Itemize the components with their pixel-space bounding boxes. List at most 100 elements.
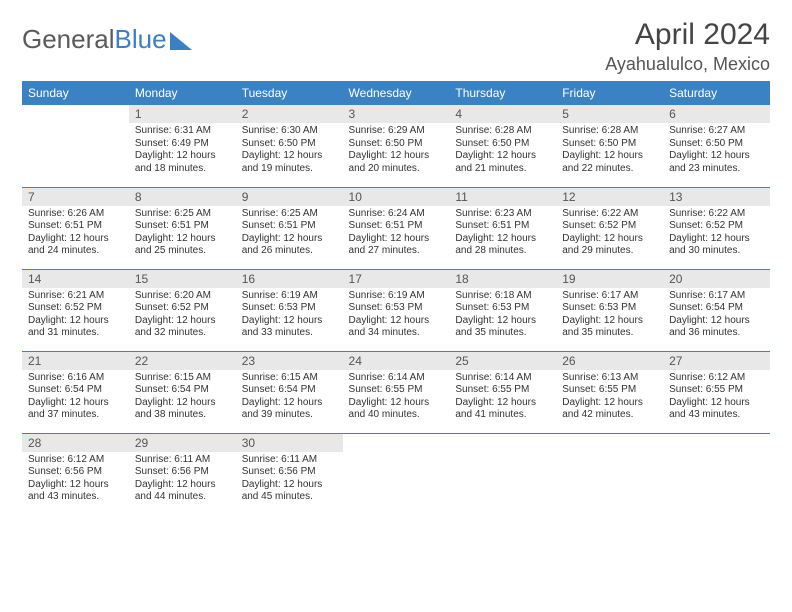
daylight-text: Daylight: 12 hours and 22 minutes. [562, 150, 657, 175]
sunrise-text: Sunrise: 6:29 AM [349, 125, 444, 138]
sunset-text: Sunset: 6:51 PM [135, 220, 230, 233]
calendar-cell: 4Sunrise: 6:28 AMSunset: 6:50 PMDaylight… [449, 105, 556, 187]
sunrise-text: Sunrise: 6:14 AM [349, 372, 444, 385]
day-details: Sunrise: 6:29 AMSunset: 6:50 PMDaylight:… [343, 123, 450, 179]
calendar-cell: 13Sunrise: 6:22 AMSunset: 6:52 PMDayligh… [663, 187, 770, 269]
sunset-text: Sunset: 6:53 PM [562, 302, 657, 315]
calendar-row: 7Sunrise: 6:26 AMSunset: 6:51 PMDaylight… [22, 187, 770, 269]
day-number: 20 [663, 270, 770, 288]
month-title: April 2024 [605, 18, 770, 52]
sunrise-text: Sunrise: 6:20 AM [135, 290, 230, 303]
daylight-text: Daylight: 12 hours and 43 minutes. [28, 479, 123, 504]
day-details: Sunrise: 6:15 AMSunset: 6:54 PMDaylight:… [129, 370, 236, 426]
day-number: 18 [449, 270, 556, 288]
sunrise-text: Sunrise: 6:12 AM [669, 372, 764, 385]
day-details: Sunrise: 6:13 AMSunset: 6:55 PMDaylight:… [556, 370, 663, 426]
sunrise-text: Sunrise: 6:27 AM [669, 125, 764, 138]
calendar-cell: 25Sunrise: 6:14 AMSunset: 6:55 PMDayligh… [449, 351, 556, 433]
day-number: 26 [556, 352, 663, 370]
day-details: Sunrise: 6:28 AMSunset: 6:50 PMDaylight:… [449, 123, 556, 179]
sunset-text: Sunset: 6:55 PM [349, 384, 444, 397]
sunrise-text: Sunrise: 6:28 AM [455, 125, 550, 138]
sunrise-text: Sunrise: 6:31 AM [135, 125, 230, 138]
daylight-text: Daylight: 12 hours and 21 minutes. [455, 150, 550, 175]
day-number: 6 [663, 105, 770, 123]
sunset-text: Sunset: 6:55 PM [455, 384, 550, 397]
sunrise-text: Sunrise: 6:16 AM [28, 372, 123, 385]
calendar-cell: 6Sunrise: 6:27 AMSunset: 6:50 PMDaylight… [663, 105, 770, 187]
calendar-cell: 7Sunrise: 6:26 AMSunset: 6:51 PMDaylight… [22, 187, 129, 269]
sunset-text: Sunset: 6:52 PM [135, 302, 230, 315]
day-details: Sunrise: 6:24 AMSunset: 6:51 PMDaylight:… [343, 206, 450, 262]
daylight-text: Daylight: 12 hours and 32 minutes. [135, 315, 230, 340]
sunrise-text: Sunrise: 6:22 AM [562, 208, 657, 221]
sunset-text: Sunset: 6:51 PM [455, 220, 550, 233]
day-details: Sunrise: 6:30 AMSunset: 6:50 PMDaylight:… [236, 123, 343, 179]
calendar-cell [343, 433, 450, 515]
day-number: 2 [236, 105, 343, 123]
sunrise-text: Sunrise: 6:26 AM [28, 208, 123, 221]
weekday-mon: Monday [129, 81, 236, 105]
daylight-text: Daylight: 12 hours and 26 minutes. [242, 233, 337, 258]
day-details: Sunrise: 6:25 AMSunset: 6:51 PMDaylight:… [129, 206, 236, 262]
sunset-text: Sunset: 6:51 PM [349, 220, 444, 233]
sunset-text: Sunset: 6:50 PM [562, 138, 657, 151]
sunrise-text: Sunrise: 6:19 AM [349, 290, 444, 303]
daylight-text: Daylight: 12 hours and 43 minutes. [669, 397, 764, 422]
sunrise-text: Sunrise: 6:21 AM [28, 290, 123, 303]
sunrise-text: Sunrise: 6:17 AM [669, 290, 764, 303]
sunrise-text: Sunrise: 6:14 AM [455, 372, 550, 385]
sunset-text: Sunset: 6:52 PM [669, 220, 764, 233]
calendar-cell: 22Sunrise: 6:15 AMSunset: 6:54 PMDayligh… [129, 351, 236, 433]
logo-text-first: General [22, 24, 115, 55]
day-number: 24 [343, 352, 450, 370]
sunrise-text: Sunrise: 6:15 AM [135, 372, 230, 385]
calendar-row: 14Sunrise: 6:21 AMSunset: 6:52 PMDayligh… [22, 269, 770, 351]
calendar-cell: 28Sunrise: 6:12 AMSunset: 6:56 PMDayligh… [22, 433, 129, 515]
calendar-table: Sunday Monday Tuesday Wednesday Thursday… [22, 81, 770, 515]
logo-triangle-icon [170, 32, 192, 50]
calendar-cell: 10Sunrise: 6:24 AMSunset: 6:51 PMDayligh… [343, 187, 450, 269]
day-number: 29 [129, 434, 236, 452]
calendar-row: 21Sunrise: 6:16 AMSunset: 6:54 PMDayligh… [22, 351, 770, 433]
calendar-cell: 23Sunrise: 6:15 AMSunset: 6:54 PMDayligh… [236, 351, 343, 433]
calendar-cell: 9Sunrise: 6:25 AMSunset: 6:51 PMDaylight… [236, 187, 343, 269]
sunrise-text: Sunrise: 6:24 AM [349, 208, 444, 221]
daylight-text: Daylight: 12 hours and 28 minutes. [455, 233, 550, 258]
calendar-cell: 2Sunrise: 6:30 AMSunset: 6:50 PMDaylight… [236, 105, 343, 187]
sunset-text: Sunset: 6:49 PM [135, 138, 230, 151]
day-number: 4 [449, 105, 556, 123]
sunset-text: Sunset: 6:53 PM [242, 302, 337, 315]
day-number: 25 [449, 352, 556, 370]
sunrise-text: Sunrise: 6:22 AM [669, 208, 764, 221]
sunrise-text: Sunrise: 6:19 AM [242, 290, 337, 303]
sunset-text: Sunset: 6:51 PM [28, 220, 123, 233]
calendar-body: 1 Sunrise: 6:31 AMSunset: 6:49 PM Daylight… [22, 105, 770, 515]
sunset-text: Sunset: 6:55 PM [669, 384, 764, 397]
sunrise-text: Sunrise: 6:25 AM [135, 208, 230, 221]
day-details: Sunrise: 6:14 AMSunset: 6:55 PMDaylight:… [449, 370, 556, 426]
day-number: 30 [236, 434, 343, 452]
sunrise-text: Sunrise: 6:30 AM [242, 125, 337, 138]
sunset-text: Sunset: 6:54 PM [28, 384, 123, 397]
day-number: 10 [343, 188, 450, 206]
sunrise-text: Sunrise: 6:11 AM [242, 454, 337, 467]
day-number: 22 [129, 352, 236, 370]
calendar-cell: 14Sunrise: 6:21 AMSunset: 6:52 PMDayligh… [22, 269, 129, 351]
weekday-thu: Thursday [449, 81, 556, 105]
daylight-text: Daylight: 12 hours and 31 minutes. [28, 315, 123, 340]
day-number: 19 [556, 270, 663, 288]
day-details: Sunrise: 6:22 AMSunset: 6:52 PMDaylight:… [556, 206, 663, 262]
weekday-sun: Sunday [22, 81, 129, 105]
day-number: 1 [129, 105, 236, 123]
sunset-text: Sunset: 6:52 PM [562, 220, 657, 233]
sunset-text: Sunset: 6:54 PM [135, 384, 230, 397]
day-number: 13 [663, 188, 770, 206]
day-number: 17 [343, 270, 450, 288]
calendar-cell: 30Sunrise: 6:11 AMSunset: 6:56 PMDayligh… [236, 433, 343, 515]
calendar-cell [22, 105, 129, 187]
calendar-cell: 20Sunrise: 6:17 AMSunset: 6:54 PMDayligh… [663, 269, 770, 351]
calendar-cell [663, 433, 770, 515]
day-number: 21 [22, 352, 129, 370]
day-number: 23 [236, 352, 343, 370]
